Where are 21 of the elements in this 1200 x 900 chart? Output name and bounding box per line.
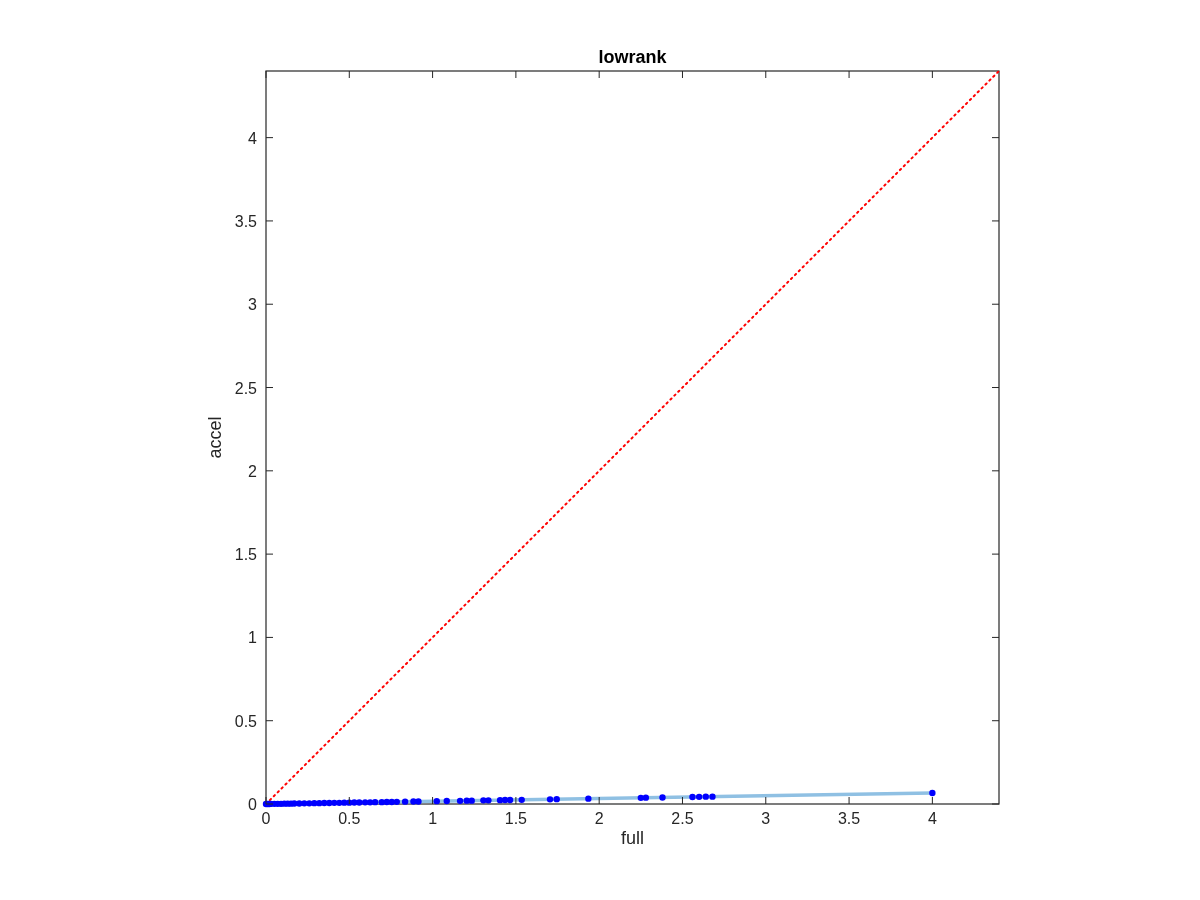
x-tick-label: 0.5	[338, 810, 361, 827]
x-tick-label: 3	[761, 810, 771, 827]
x-tick-label: 2	[594, 810, 604, 827]
y-tick-label: 1	[248, 629, 258, 647]
x-tick-label: 1.5	[504, 810, 528, 827]
y-tick-label: 4	[248, 129, 258, 147]
y-tick-label: 3	[248, 296, 258, 314]
y-tick-label: 0.5	[234, 712, 258, 730]
y-tick-label: 2	[248, 462, 258, 480]
x-axis-title: full	[620, 828, 645, 848]
x-tick-label: 1	[428, 810, 438, 827]
y-tick-label: 0	[248, 796, 258, 813]
x-tick-label: 2.5	[671, 810, 694, 827]
x-tick-label: 0	[261, 810, 271, 827]
y-tick-label: 2.5	[234, 379, 258, 397]
x-tick-label: 3.5	[837, 810, 861, 827]
y-tick-label: 1.5	[234, 546, 258, 564]
y-axis-title: accel	[205, 416, 225, 459]
chart-title: lowrank	[598, 47, 668, 67]
y-tick-label: 3.5	[234, 212, 258, 230]
x-tick-label: 4	[927, 810, 937, 827]
